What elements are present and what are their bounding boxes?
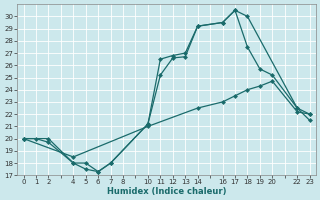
X-axis label: Humidex (Indice chaleur): Humidex (Indice chaleur)	[107, 187, 226, 196]
